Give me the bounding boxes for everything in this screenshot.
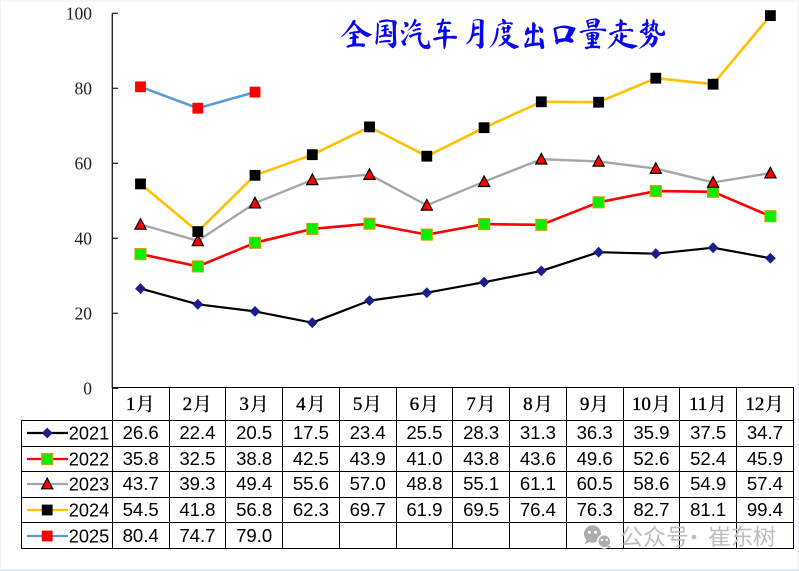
svg-text:20: 20 <box>75 303 93 323</box>
svg-text:100: 100 <box>66 3 93 23</box>
svg-text:80: 80 <box>75 78 93 98</box>
svg-text:60: 60 <box>75 153 93 173</box>
svg-text:2024: 2024 <box>69 501 109 521</box>
svg-text:2021: 2021 <box>69 424 109 444</box>
svg-text:2022: 2022 <box>69 449 109 469</box>
svg-text:40: 40 <box>75 228 93 248</box>
svg-text:2025: 2025 <box>69 526 109 546</box>
svg-text:2023: 2023 <box>69 475 109 495</box>
